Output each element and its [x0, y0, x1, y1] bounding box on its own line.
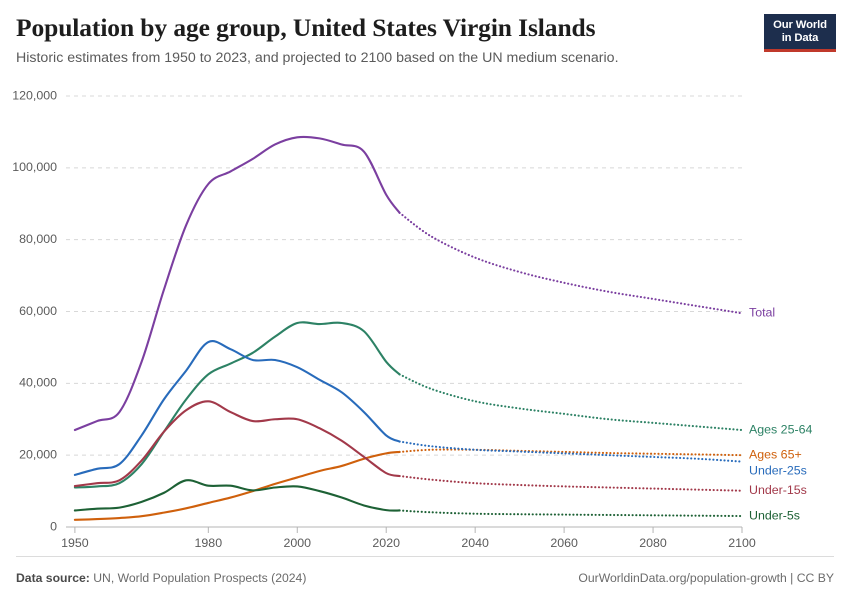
footer-link[interactable]: OurWorldinData.org/population-growth | C… [578, 571, 834, 585]
series-line-projection [398, 448, 744, 457]
series-label[interactable]: Under-15s [749, 483, 807, 497]
page-title: Population by age group, United States V… [16, 13, 596, 42]
x-axis-tick-label: 1980 [195, 536, 223, 550]
x-axis-tick-label: 2040 [461, 536, 489, 550]
series-label[interactable]: Total [749, 306, 775, 320]
series-line-projection [398, 474, 744, 492]
y-axis-tick-label: 60,000 [19, 304, 57, 318]
data-source-value: UN, World Population Prospects (2024) [93, 571, 307, 585]
series-labels: Total Ages 25-64 Ages 65+ Under-25s Under-15… [749, 306, 812, 523]
y-axis-tick-label: 40,000 [19, 376, 57, 390]
our-world-in-data-logo[interactable]: Our World in Data [764, 14, 836, 52]
series-line-projection [398, 440, 744, 463]
series-line-projection [398, 373, 744, 432]
series-line-projection [398, 211, 744, 315]
series-line-historic [73, 450, 401, 521]
y-axis-tick-label: 120,000 [12, 88, 57, 102]
series-line-historic [73, 340, 401, 476]
x-axis-tick-label: 2100 [728, 536, 756, 550]
chart-subtitle: Historic estimates from 1950 to 2023, an… [16, 49, 619, 66]
x-axis-tick-label: 2080 [639, 536, 667, 550]
series-line-historic [73, 479, 401, 512]
y-axis-tick-label: 0 [50, 519, 57, 533]
x-axis-tick-label: 2000 [283, 536, 311, 550]
y-axis-tick-labels: 0 20,000 40,000 60,000 80,000 100,000 120,000 [12, 88, 57, 533]
x-axis-tick-label: 1950 [61, 536, 89, 550]
x-axis-tick-labels: 1950 1980 2000 2020 2040 2060 2080 2100 [61, 536, 756, 550]
y-axis-tick-label: 100,000 [12, 160, 57, 174]
gridlines [66, 95, 742, 456]
series-label[interactable]: Ages 65+ [749, 447, 802, 461]
x-axis-tick-label: 2060 [550, 536, 578, 550]
series-label[interactable]: Under-5s [749, 508, 800, 522]
series-line-projection [398, 509, 744, 518]
series-label[interactable]: Under-25s [749, 463, 807, 477]
x-axis-tick-label: 2020 [372, 536, 400, 550]
data-series [73, 135, 744, 521]
y-axis-tick-label: 20,000 [19, 447, 57, 461]
x-axis [66, 526, 743, 533]
series-label[interactable]: Ages 25-64 [749, 422, 812, 436]
logo-line-1: Our World [773, 18, 827, 31]
data-source: Data source: UN, World Population Prospe… [16, 571, 306, 585]
footer-divider [16, 556, 834, 557]
chart-header: Population by age group, United States V… [16, 13, 756, 67]
series-line-historic [73, 321, 401, 489]
chart-footer: Data source: UN, World Population Prospe… [0, 556, 850, 600]
logo-line-2: in Data [781, 31, 819, 44]
data-source-label: Data source: [16, 571, 90, 585]
series-line-historic [73, 400, 401, 488]
y-axis-tick-label: 80,000 [19, 232, 57, 246]
series-line-historic [73, 135, 401, 432]
